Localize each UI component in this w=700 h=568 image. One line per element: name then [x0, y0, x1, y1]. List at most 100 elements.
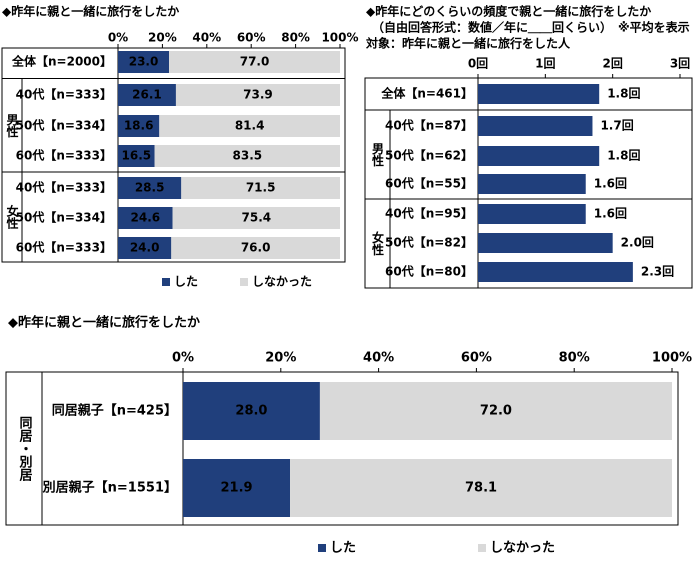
bar-segment	[181, 177, 340, 199]
value-label: 75.4	[242, 211, 272, 225]
y-tick-label: 60代【n=333】	[16, 148, 112, 163]
x-tick-label: 60%	[461, 351, 492, 366]
y-tick-label: 全体【n=461】	[380, 86, 473, 101]
bar-segment	[319, 382, 672, 440]
x-tick-label: 0回	[468, 57, 488, 71]
bar-segment	[290, 459, 672, 517]
y-tick-label: 50代【n=82】	[385, 235, 473, 250]
chart-title: ◆昨年に親と一緒に旅行をしたか	[8, 315, 200, 331]
bar-segment	[154, 145, 340, 167]
bar-segment	[118, 115, 160, 137]
y-tick-label: 50代【n=334】	[16, 210, 112, 225]
legend-label: しなかった	[252, 275, 312, 289]
x-tick-label: 60%	[237, 31, 266, 45]
bar-segment	[118, 145, 155, 167]
value-label: 18.6	[124, 119, 154, 133]
bar	[478, 174, 586, 194]
x-tick-label: 100%	[321, 31, 358, 45]
chart-title: ◆昨年にどのくらいの頻度で親と一緒に旅行をしたか	[366, 4, 651, 19]
value-label: 1.6回	[594, 177, 627, 191]
y-tick-label: 別居親子【n=1551】	[42, 480, 177, 496]
bar	[478, 116, 593, 136]
group-label: 男性	[5, 113, 19, 138]
x-tick-label: 40%	[363, 351, 394, 366]
group-label: 女性	[371, 230, 385, 256]
bar-segment	[118, 84, 176, 106]
bar-segment	[183, 382, 320, 440]
value-label: 73.9	[243, 88, 273, 102]
group-label: 男性	[371, 142, 385, 167]
y-tick-label: 40代【n=333】	[16, 87, 112, 102]
x-tick-label: 20%	[148, 31, 177, 45]
value-label: 21.9	[221, 481, 253, 496]
legend-label: した	[330, 541, 356, 556]
bar-segment	[172, 207, 340, 229]
group-label: 同居・別居	[17, 416, 34, 482]
value-label: 1.7回	[600, 119, 633, 133]
value-label: 1.6回	[594, 207, 627, 221]
legend-label: した	[174, 275, 198, 289]
bar	[478, 204, 586, 224]
value-label: 77.0	[240, 55, 270, 69]
y-tick-label: 50代【n=334】	[16, 118, 112, 133]
x-tick-label: 2回	[602, 57, 622, 71]
bar-segment	[183, 459, 291, 517]
bar-segment	[171, 237, 340, 259]
x-tick-label: 0%	[172, 351, 194, 366]
x-tick-label: 0%	[108, 31, 128, 45]
bar-segment	[159, 115, 340, 137]
x-tick-label: 100%	[652, 351, 692, 366]
bar-segment	[118, 207, 173, 229]
bar	[478, 262, 633, 282]
bar-segment	[169, 51, 340, 73]
value-label: 24.0	[130, 241, 160, 255]
bar-segment	[118, 237, 172, 259]
bar	[478, 233, 613, 253]
bar-segment	[175, 84, 340, 106]
group-label: 女性	[5, 204, 19, 230]
value-label: 28.5	[135, 181, 165, 195]
y-tick-label: 同居親子【n=425】	[52, 403, 177, 419]
y-tick-label: 60代【n=333】	[16, 240, 112, 255]
chart-title: ◆昨年に親と一緒に旅行をしたか	[2, 4, 179, 19]
value-label: 71.5	[246, 181, 276, 195]
value-label: 16.5	[122, 149, 152, 163]
y-tick-label: 40代【n=333】	[16, 180, 112, 195]
group-box	[5, 371, 43, 526]
y-tick-label: 60代【n=80】	[385, 264, 473, 279]
value-label: 23.0	[129, 55, 159, 69]
value-label: 24.6	[131, 211, 161, 225]
bar-segment	[118, 51, 170, 73]
legend-label: しなかった	[490, 541, 555, 556]
value-label: 83.5	[233, 149, 263, 163]
value-label: 1.8回	[607, 149, 640, 163]
bar	[478, 84, 600, 104]
chart-subtitle: （自由回答形式：数値／年に＿＿回くらい） ※平均を表示	[372, 20, 690, 35]
x-tick-label: 1回	[535, 57, 555, 71]
y-tick-label: 50代【n=62】	[385, 148, 473, 163]
y-tick-label: 40代【n=87】	[385, 118, 473, 133]
value-label: 72.0	[480, 404, 512, 419]
value-label: 78.1	[465, 481, 497, 496]
x-tick-label: 3回	[670, 57, 690, 71]
x-tick-label: 80%	[559, 351, 590, 366]
y-tick-label: 40代【n=95】	[385, 206, 473, 221]
value-label: 81.4	[235, 119, 265, 133]
legend-swatch	[162, 278, 170, 286]
bar-segment	[118, 177, 182, 199]
legend-swatch	[478, 544, 486, 552]
x-tick-label: 80%	[281, 31, 310, 45]
value-label: 76.0	[241, 241, 271, 255]
x-tick-label: 40%	[192, 31, 221, 45]
value-label: 26.1	[132, 88, 162, 102]
value-label: 2.0回	[621, 236, 654, 250]
y-tick-label: 60代【n=55】	[385, 176, 473, 191]
value-label: 2.3回	[641, 265, 674, 279]
bar	[478, 146, 600, 166]
legend-swatch	[240, 278, 248, 286]
chart-note: 対象：昨年に親と一緒に旅行をした人	[365, 36, 571, 51]
value-label: 1.8回	[607, 87, 640, 101]
x-tick-label: 20%	[265, 351, 296, 366]
legend-swatch	[318, 544, 326, 552]
